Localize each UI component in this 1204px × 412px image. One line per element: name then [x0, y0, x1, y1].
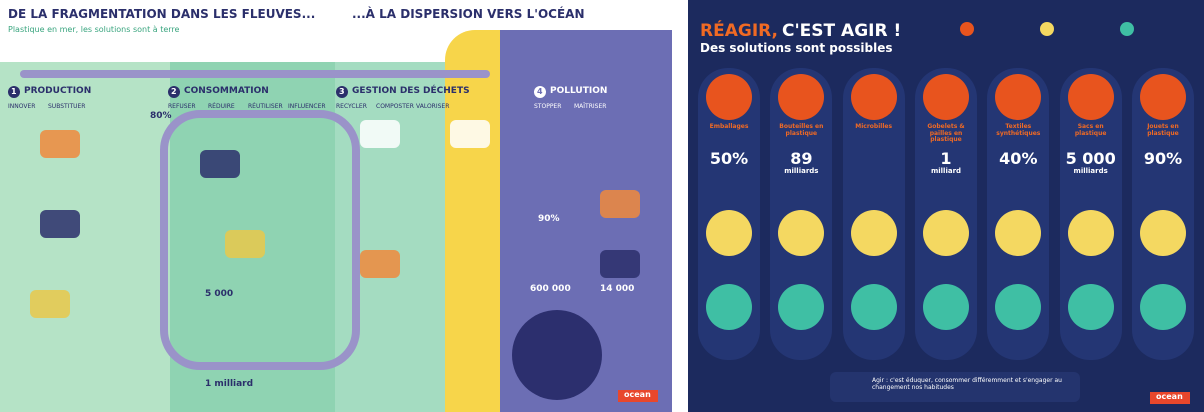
section-number: 3: [339, 88, 345, 97]
column-unit: milliards: [770, 168, 832, 176]
legend-dot: [1120, 22, 1134, 36]
title: C'EST AGIR !: [782, 22, 901, 41]
subtitle: Plastique en mer, les solutions sont à t…: [8, 26, 179, 35]
collective-icon: [995, 284, 1041, 330]
illustration: [600, 250, 640, 278]
column-label: Jouets en plastique: [1134, 124, 1192, 137]
column-label: Emballages: [700, 124, 758, 131]
collective-icon: [851, 284, 897, 330]
title-accent: RÉAGIR,: [700, 22, 778, 41]
column-stat: 90%: [1132, 150, 1194, 168]
illustration: [600, 190, 640, 218]
collective-icon: [923, 284, 969, 330]
column-stat: 5 000: [1060, 150, 1122, 168]
action-label: REFUSER: [168, 104, 196, 111]
illustration: [30, 290, 70, 318]
footer-text: Agir : c'est éduquer, consommer différem…: [872, 378, 1072, 391]
stat: 90%: [538, 215, 560, 225]
illustration: [200, 150, 240, 178]
individual-icon: [778, 210, 824, 256]
stat: 1 milliard: [205, 380, 253, 390]
section-number: 4: [537, 88, 543, 97]
individual-icon: [995, 210, 1041, 256]
stat: 5 000: [205, 290, 233, 300]
problem-icon: [706, 74, 752, 120]
individual-icon: [706, 210, 752, 256]
collective-icon: [778, 284, 824, 330]
action-label: RÉUTILISER: [248, 104, 283, 111]
column-stat: 50%: [698, 150, 760, 168]
illustration: [360, 250, 400, 278]
illustration: [40, 130, 80, 158]
stat: 80%: [150, 112, 172, 122]
column-stat: 40%: [987, 150, 1049, 168]
action-label: MAÎTRISER: [574, 104, 606, 111]
collective-icon: [1140, 284, 1186, 330]
column-stat: 89: [770, 150, 832, 168]
action-label: STOPPER: [534, 104, 561, 111]
column-label: Microbilles: [845, 124, 903, 131]
problem-icon: [995, 74, 1041, 120]
column-label: Sacs en plastique: [1062, 124, 1120, 137]
section-title: POLLUTION: [550, 87, 607, 97]
individual-icon: [1140, 210, 1186, 256]
collective-icon: [706, 284, 752, 330]
action-label: VALORISER: [416, 104, 449, 111]
column-label: Bouteilles en plastique: [772, 124, 830, 137]
problem-icon: [1140, 74, 1186, 120]
individual-icon: [1068, 210, 1114, 256]
seabed: [512, 310, 602, 400]
illustration: [225, 230, 265, 258]
production-band: [0, 62, 170, 412]
action-label: RÉDUIRE: [208, 104, 235, 111]
action-label: INNOVER: [8, 104, 35, 111]
problem-icon: [851, 74, 897, 120]
logo: ocean: [1156, 393, 1183, 402]
illustration: [450, 120, 490, 148]
individual-icon: [923, 210, 969, 256]
problem-icon: [923, 74, 969, 120]
section-title: GESTION DES DÉCHETS: [352, 87, 470, 97]
legend-dot: [1040, 22, 1054, 36]
section-title: CONSOMMATION: [184, 87, 269, 97]
section-number: 2: [171, 88, 177, 97]
illustration: [40, 210, 80, 238]
column-unit: milliard: [915, 168, 977, 176]
action-label: COMPOSTER: [376, 104, 414, 111]
action-label: SUBSTITUER: [48, 104, 85, 111]
action-label: RECYCLER: [336, 104, 367, 111]
problem-icon: [1068, 74, 1114, 120]
action-label: INFLUENCER: [288, 104, 326, 111]
section-number: 1: [11, 88, 17, 97]
problem-icon: [778, 74, 824, 120]
title: ...À LA DISPERSION VERS L'OCÉAN: [352, 8, 584, 21]
logo: ocean: [624, 391, 651, 400]
stat: 14 000: [600, 285, 634, 295]
individual-icon: [851, 210, 897, 256]
section-title: PRODUCTION: [24, 87, 91, 97]
stat: 600 000: [530, 285, 571, 295]
column-unit: milliards: [1060, 168, 1122, 176]
column-label: Gobelets & pailles en plastique: [917, 124, 975, 144]
subtitle: Des solutions sont possibles: [700, 42, 892, 55]
river-2: [20, 70, 490, 78]
column-stat: 1: [915, 150, 977, 168]
legend-dot: [960, 22, 974, 36]
title: DE LA FRAGMENTATION DANS LES FLEUVES...: [8, 8, 315, 21]
column-label: Textiles synthétiques: [989, 124, 1047, 137]
illustration: [360, 120, 400, 148]
screenshot: DE LA FRAGMENTATION DANS LES FLEUVES....…: [0, 0, 1204, 412]
collective-icon: [1068, 284, 1114, 330]
